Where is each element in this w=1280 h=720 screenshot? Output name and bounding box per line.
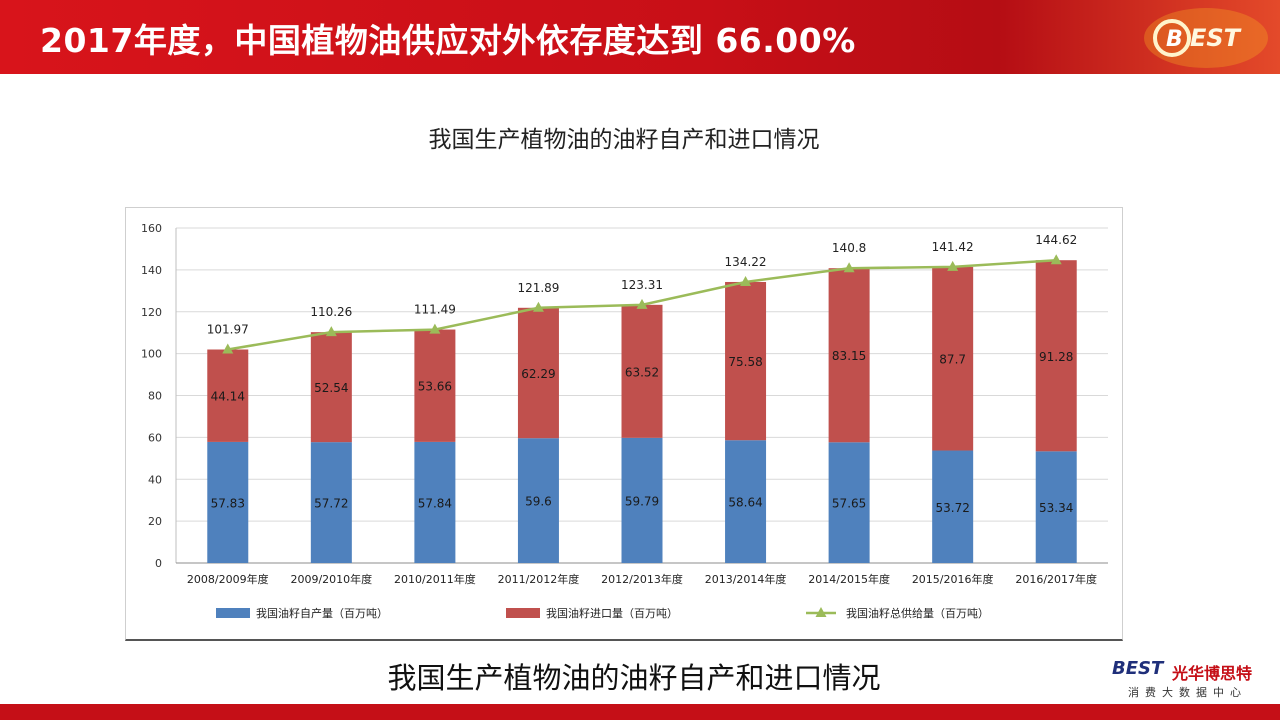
bar-imported <box>621 304 663 438</box>
x-tick-label: 2012/2013年度 <box>601 572 683 586</box>
bar-imported <box>517 307 559 439</box>
bar-domestic <box>725 440 767 563</box>
total-supply-marker <box>1050 254 1062 265</box>
brand-logo-mark: BEST <box>1112 658 1164 679</box>
total-supply-marker <box>222 343 234 354</box>
bar-imported <box>310 332 352 443</box>
y-tick-label: 80 <box>148 390 162 403</box>
total-supply-marker <box>843 262 855 273</box>
bar-domestic <box>828 442 870 563</box>
y-tick-label: 0 <box>155 557 162 570</box>
stacked-bar-chart: 0 20 40 60 80 100 120 140 160 57.83 44.14 2008/2009… <box>141 222 1108 620</box>
total-supply-marker <box>947 260 959 271</box>
legend-label: 我国油籽自产量（百万吨） <box>256 606 388 620</box>
x-tick-label: 2013/2014年度 <box>705 572 787 586</box>
data-label-total: 101.97 <box>207 323 249 337</box>
y-tick-label: 140 <box>141 264 162 277</box>
data-label-total: 121.89 <box>517 281 559 295</box>
data-label-total: 111.49 <box>414 303 456 317</box>
data-label-domestic: 58.64 <box>728 496 762 510</box>
data-label-total: 144.62 <box>1035 233 1077 247</box>
total-supply-marker <box>429 323 441 334</box>
legend-swatch-imported <box>506 608 540 618</box>
data-label-domestic: 59.79 <box>625 494 659 508</box>
x-tick-label: 2015/2016年度 <box>912 572 994 586</box>
bar-domestic <box>310 442 352 563</box>
data-label-imported: 52.54 <box>314 381 348 395</box>
y-tick-label: 20 <box>148 515 162 528</box>
brand-block: BEST 光华博思特 消费大数据中心 <box>1110 658 1270 702</box>
data-label-total: 134.22 <box>725 255 767 269</box>
bar-imported <box>414 329 456 442</box>
data-label-domestic: 57.72 <box>314 497 348 511</box>
legend-swatch-domestic <box>216 608 250 618</box>
data-label-total: 123.31 <box>621 278 663 292</box>
y-tick-label: 100 <box>141 348 162 361</box>
chart-frame: 0 20 40 60 80 100 120 140 160 57.83 44.14 2008/2009… <box>125 207 1123 641</box>
data-label-imported: 63.52 <box>625 365 659 379</box>
bar-domestic <box>621 437 663 563</box>
data-label-domestic: 53.72 <box>935 501 969 515</box>
data-label-imported: 75.58 <box>728 355 762 369</box>
data-label-imported: 53.66 <box>418 380 452 394</box>
svg-text:B: B <box>1166 27 1183 52</box>
data-label-total: 141.42 <box>932 240 974 254</box>
data-label-domestic: 57.65 <box>832 497 866 511</box>
bar-imported <box>725 281 767 441</box>
y-tick-label: 60 <box>148 431 162 444</box>
y-tick-label: 160 <box>141 222 162 235</box>
x-tick-label: 2016/2017年度 <box>1015 572 1097 586</box>
data-label-imported: 62.29 <box>521 367 555 381</box>
footer-bar <box>0 704 1280 720</box>
data-label-domestic: 57.83 <box>211 496 245 510</box>
x-tick-label: 2011/2012年度 <box>498 572 580 586</box>
legend-marker-total <box>815 607 827 617</box>
bar-domestic <box>207 441 249 563</box>
bar-domestic <box>517 438 559 563</box>
total-supply-marker <box>636 298 648 309</box>
bar-imported <box>207 349 249 442</box>
x-tick-label: 2008/2009年度 <box>187 572 269 586</box>
data-label-total: 140.8 <box>832 241 866 255</box>
data-label-imported: 91.28 <box>1039 350 1073 364</box>
legend-label: 我国油籽进口量（百万吨） <box>546 606 678 620</box>
brand-subtitle: 消费大数据中心 <box>1128 686 1247 699</box>
data-label-imported: 87.7 <box>939 353 966 367</box>
bar-imported <box>932 266 974 451</box>
chart-title: 我国生产植物油的油籽自产和进口情况 <box>428 127 820 153</box>
x-tick-label: 2014/2015年度 <box>808 572 890 586</box>
chart-caption: 我国生产植物油的油籽自产和进口情况 <box>387 661 881 695</box>
bar-imported <box>828 268 870 443</box>
bar-domestic <box>932 450 974 563</box>
total-supply-marker <box>532 301 544 312</box>
bar-domestic <box>1035 451 1077 563</box>
data-label-total: 110.26 <box>310 305 352 319</box>
header-bar: 2017年度，中国植物油供应对外依存度达到 66.00% B EST <box>0 0 1280 74</box>
data-label-imported: 83.15 <box>832 349 866 363</box>
brand-name: 光华博思特 <box>1172 664 1253 683</box>
x-tick-label: 2009/2010年度 <box>290 572 372 586</box>
page-title: 2017年度，中国植物油供应对外依存度达到 66.00% <box>40 21 856 60</box>
data-label-domestic: 59.6 <box>525 495 552 509</box>
total-supply-marker <box>325 326 337 337</box>
svg-text:EST: EST <box>1190 24 1242 52</box>
data-label-domestic: 53.34 <box>1039 501 1073 515</box>
data-label-imported: 44.14 <box>211 390 245 404</box>
bar-domestic <box>414 441 456 563</box>
y-tick-label: 40 <box>148 473 162 486</box>
x-tick-label: 2010/2011年度 <box>394 572 476 586</box>
data-label-domestic: 57.84 <box>418 496 452 510</box>
total-supply-marker <box>740 275 752 286</box>
bar-imported <box>1035 260 1077 452</box>
y-tick-label: 120 <box>141 306 162 319</box>
best-logo-icon: B EST <box>1144 8 1268 68</box>
legend-label: 我国油籽总供给量（百万吨） <box>846 606 989 620</box>
